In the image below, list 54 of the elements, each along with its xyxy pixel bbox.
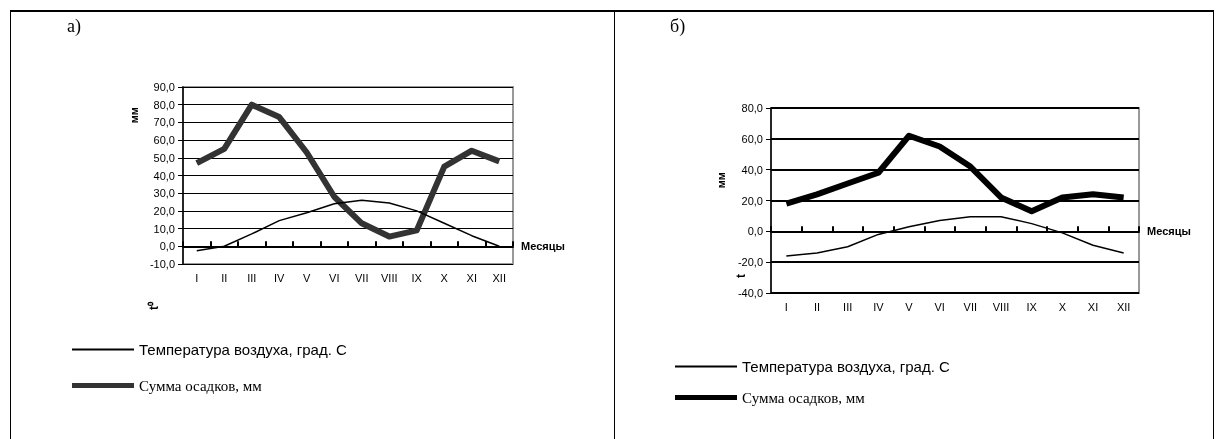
y-tick-label: 90,0 bbox=[153, 81, 175, 93]
y-tick-label: 30,0 bbox=[153, 187, 175, 200]
x-tick-label: III bbox=[843, 300, 853, 313]
x-tick-label: II bbox=[813, 300, 821, 313]
y-tick-label: 40,0 bbox=[153, 169, 175, 182]
chart-title: а) bbox=[67, 16, 81, 37]
x-tick-label: X bbox=[1058, 300, 1067, 313]
y-tick-label: 60,0 bbox=[153, 134, 175, 147]
x-tick-label: VII bbox=[355, 271, 369, 284]
y-tick-label: 70,0 bbox=[153, 116, 175, 129]
x-tick-label: IX bbox=[1026, 300, 1038, 313]
x-tick-label: X bbox=[440, 271, 449, 284]
y-tick-label: -40,0 bbox=[737, 287, 763, 299]
y-tick-label: 80,0 bbox=[153, 98, 175, 111]
x-axis-title: Месяцы bbox=[1147, 225, 1191, 238]
y-tick-label: 80,0 bbox=[741, 102, 763, 114]
y-tick-label: 40,0 bbox=[741, 163, 763, 176]
y-tick-label: 20,0 bbox=[153, 204, 175, 217]
text: t⁰ bbox=[147, 301, 161, 310]
x-tick-label: I bbox=[195, 271, 199, 284]
y-axis-title: мм bbox=[127, 106, 140, 124]
x-tick-label: IX bbox=[411, 271, 423, 284]
legend-label: Сумма осадков, мм bbox=[742, 389, 866, 406]
x-axis-title: Месяцы bbox=[521, 240, 565, 253]
x-tick-label: V bbox=[303, 271, 312, 284]
x-tick-label: VIII bbox=[992, 300, 1010, 313]
legend-label: Температура воздуха, град. С bbox=[139, 341, 348, 358]
legend-label: Сумма осадков, мм bbox=[139, 377, 263, 394]
x-tick-label: IV bbox=[274, 271, 286, 284]
y-tick-label: 0,0 bbox=[159, 240, 175, 253]
x-tick-label: VI bbox=[329, 271, 340, 284]
x-tick-label: VI bbox=[934, 300, 945, 313]
chart-title: б) bbox=[670, 16, 686, 37]
y-tick-label: 10,0 bbox=[153, 222, 175, 235]
x-tick-label: III bbox=[247, 271, 257, 284]
y-tick-label: -10,0 bbox=[149, 258, 175, 270]
y-tick-label: 60,0 bbox=[741, 132, 763, 145]
legend-label: Температура воздуха, град. С bbox=[742, 358, 951, 375]
y-tick-label: 20,0 bbox=[741, 194, 763, 207]
text: t bbox=[734, 274, 748, 278]
x-tick-label: VIII bbox=[380, 271, 398, 284]
x-tick-label: XI bbox=[1087, 300, 1099, 313]
y-tick-label: -20,0 bbox=[737, 256, 763, 269]
y-tick-label: 0,0 bbox=[747, 225, 763, 238]
x-tick-label: VII bbox=[963, 300, 978, 313]
x-tick-label: XII bbox=[1116, 300, 1131, 313]
y-tick-label: 50,0 bbox=[153, 151, 175, 164]
y-axis-title: мм bbox=[714, 171, 727, 189]
x-tick-label: I bbox=[784, 300, 788, 313]
x-tick-label: XII bbox=[492, 271, 506, 284]
x-tick-label: V bbox=[905, 300, 914, 313]
x-tick-label: IV bbox=[873, 300, 885, 313]
x-tick-label: II bbox=[221, 271, 228, 284]
x-tick-label: XI bbox=[466, 271, 477, 284]
